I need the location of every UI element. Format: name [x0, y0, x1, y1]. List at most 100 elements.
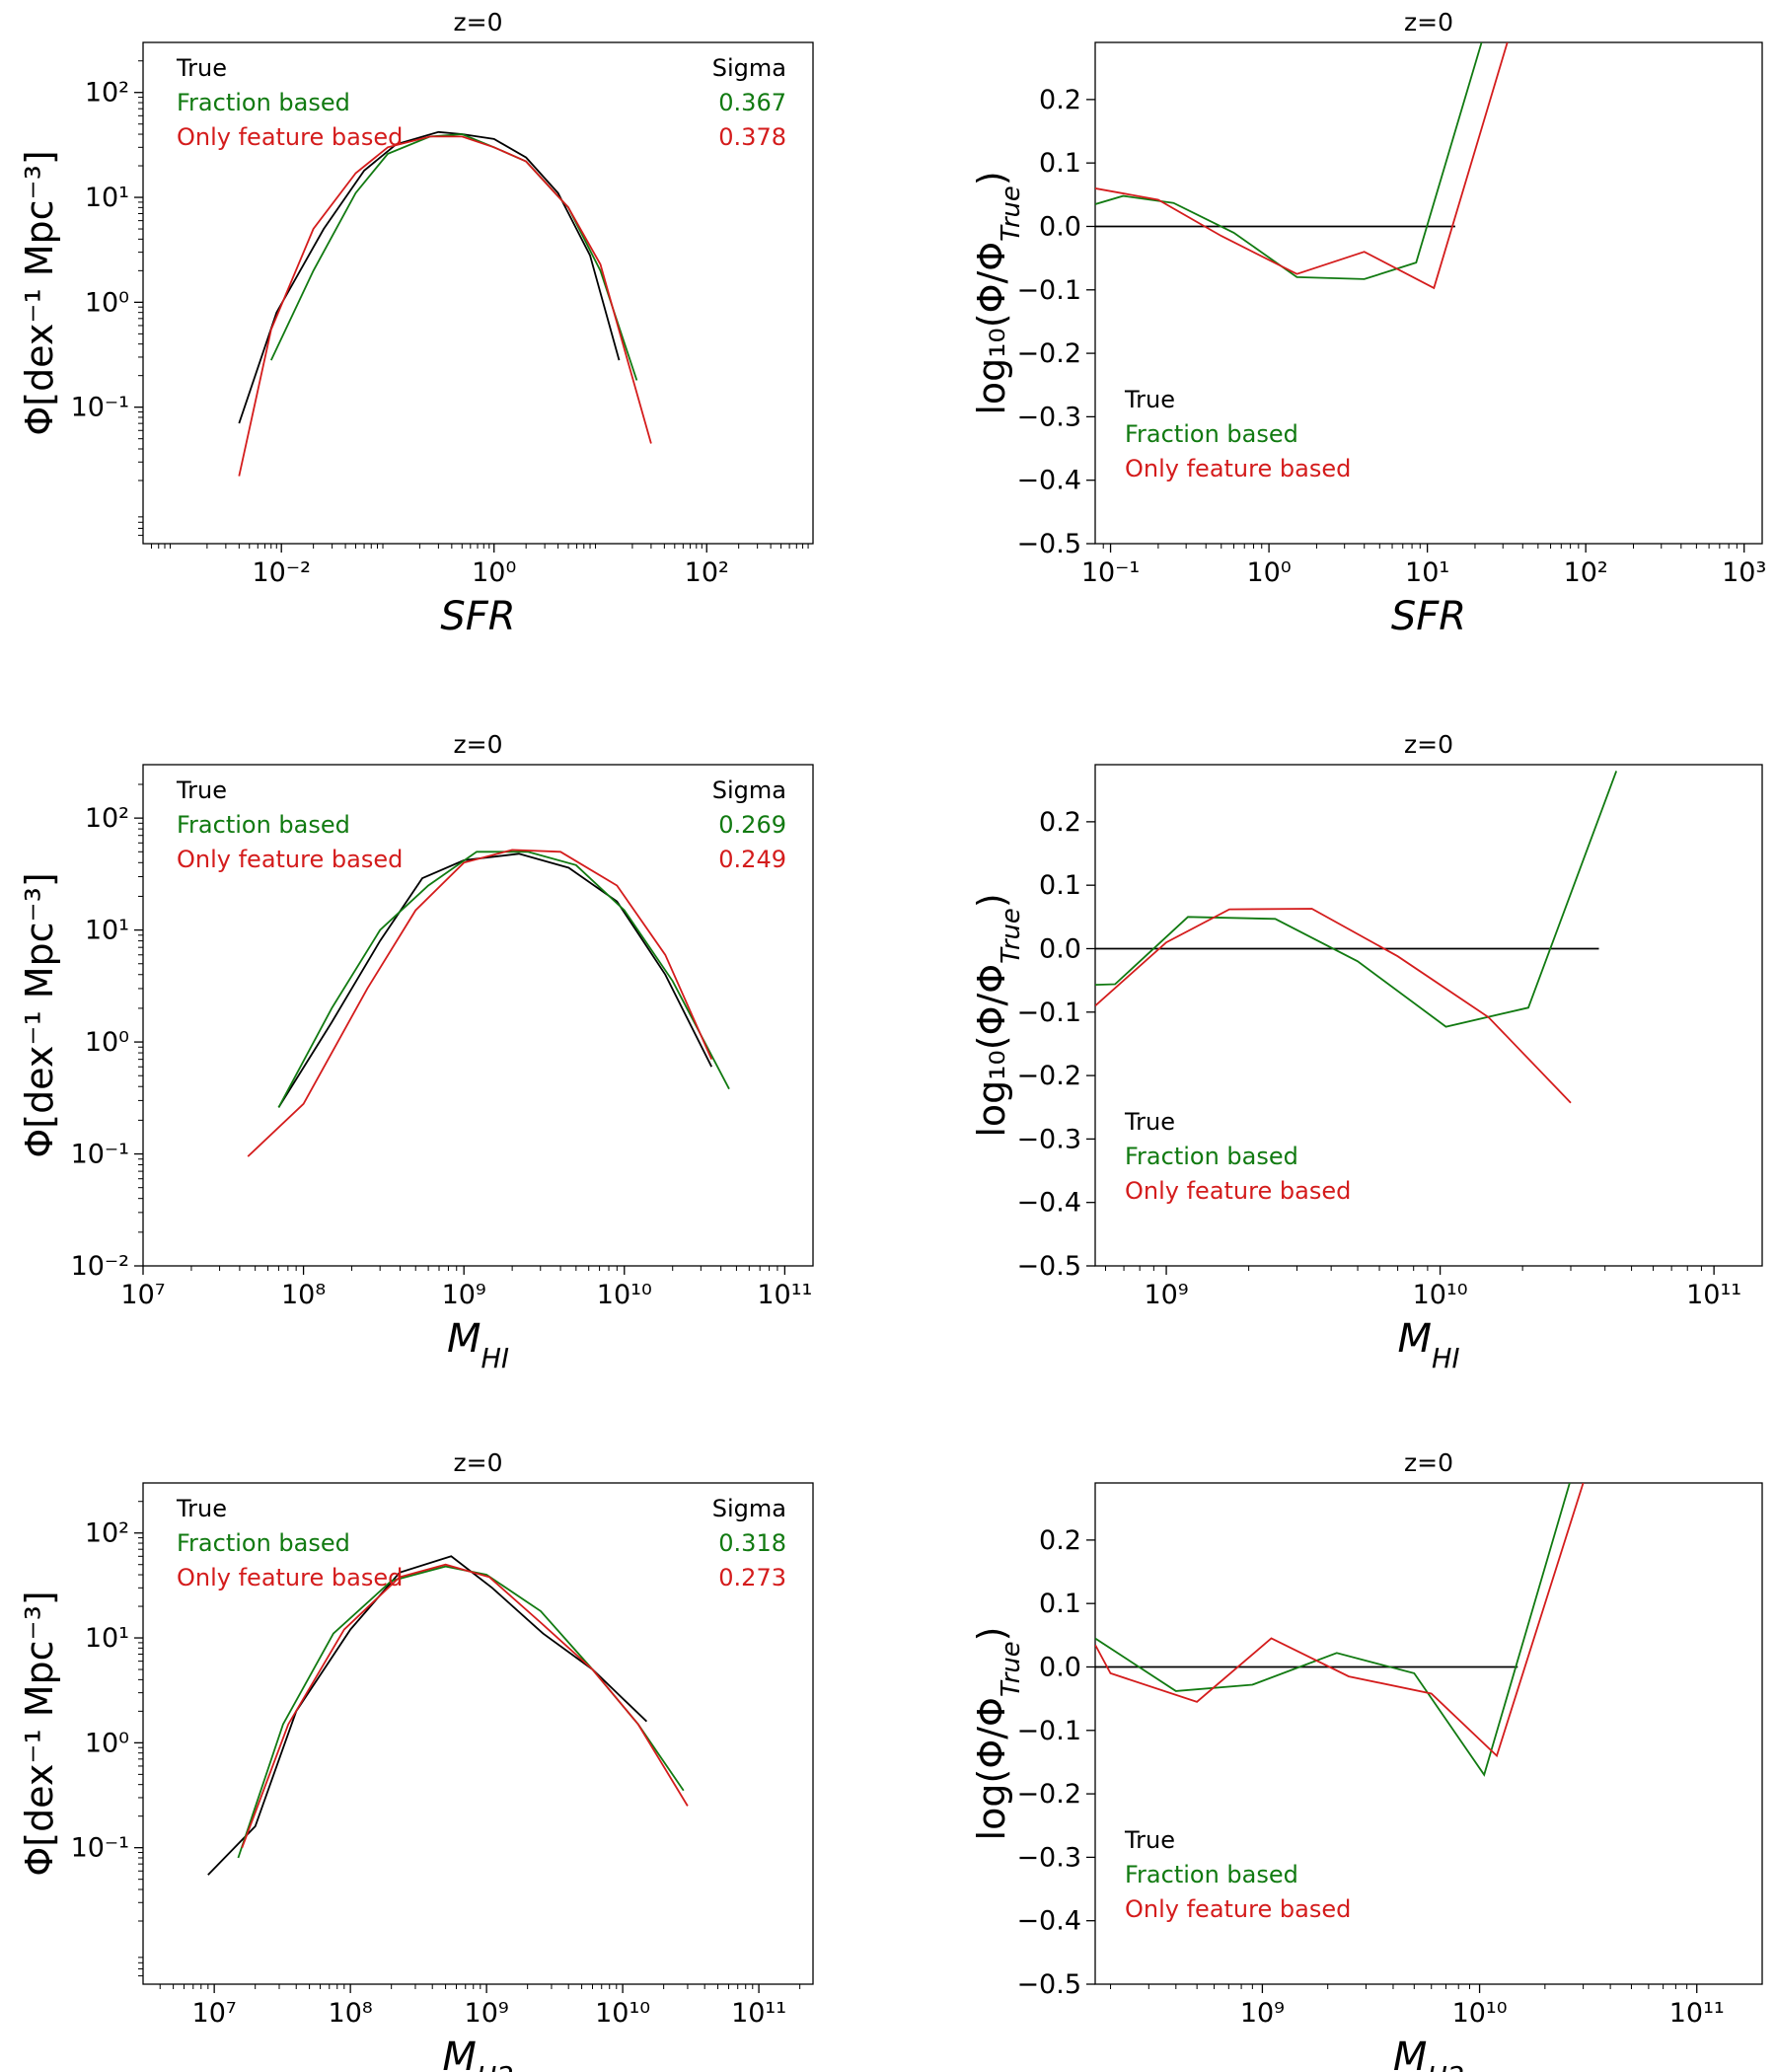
y-tick-label: 10² [85, 803, 129, 834]
y-tick-label: 10² [85, 1518, 129, 1549]
x-axis-label: MHI [447, 1316, 509, 1374]
y-tick-label: −0.4 [1016, 1188, 1081, 1219]
legend-entry: True [176, 777, 227, 804]
y-tick-label: −0.3 [1016, 402, 1081, 432]
x-tick-label: 10⁰ [472, 557, 516, 588]
y-tick-label: 10⁻¹ [71, 393, 129, 423]
y-tick-label: 0.2 [1039, 85, 1081, 115]
legend-entry: Fraction based [177, 1529, 350, 1557]
y-tick-label: 10² [85, 78, 129, 109]
axes-frame [143, 765, 813, 1266]
y-tick-label: −0.4 [1016, 466, 1081, 496]
y-axis-label: Φ[dex⁻¹ Mpc⁻³] [18, 150, 61, 435]
y-tick-label: −0.4 [1016, 1906, 1081, 1937]
x-tick-label: 10² [685, 557, 729, 588]
x-tick-label: 10¹⁰ [1452, 1998, 1508, 2029]
legend-entry: True [176, 54, 227, 82]
legend-entry: Fraction based [1125, 1861, 1298, 1888]
panel-h2-mass-function: z=010⁷10⁸10⁹10¹⁰10¹¹10⁻¹10⁰10¹10²MH2Φ[de… [18, 1448, 813, 2072]
panel-sfr-function: z=0 10⁻² 10⁰ 10² 10⁻¹ 10⁰ 10¹ 10² SFR Φ[dex⁻¹ Mpc… [18, 8, 813, 639]
y-tick-label: 0.1 [1039, 870, 1081, 901]
legend-entry: True [1124, 1108, 1175, 1136]
x-tick-label: 10¹¹ [757, 1280, 812, 1310]
series-line-true [239, 132, 619, 423]
x-tick-label: 10¹⁰ [1413, 1280, 1468, 1310]
x-axis-label: SFR [1391, 594, 1466, 639]
y-tick-label: 10⁻² [71, 1251, 129, 1282]
x-tick-label: 10⁸ [281, 1280, 326, 1310]
legend-entry: Only feature based [177, 123, 403, 151]
x-tick-label: 10⁹ [465, 1998, 509, 2029]
series-line-fraction [1095, 1483, 1570, 1775]
y-tick-label: −0.1 [1016, 998, 1081, 1028]
y-tick-label: 10⁰ [85, 287, 129, 318]
x-tick-label: 10⁻¹ [1081, 557, 1140, 588]
y-tick-label: −0.2 [1016, 1061, 1081, 1091]
y-axis-label: Φ[dex⁻¹ Mpc⁻³] [18, 1591, 61, 1876]
figure: z=0 10⁻² 10⁰ 10² 10⁻¹ 10⁰ 10¹ 10² SFR Φ[dex⁻¹ Mpc… [0, 0, 1776, 2072]
y-tick-label: 0.0 [1039, 211, 1081, 242]
x-tick-label: 10⁹ [1144, 1280, 1188, 1310]
sigma-value: 0.367 [718, 89, 786, 116]
series-line-fraction [1095, 42, 1482, 279]
legend-entry: Fraction based [177, 811, 350, 839]
y-tick-label: 0.1 [1039, 1589, 1081, 1619]
y-axis-label: Φ[dex⁻¹ Mpc⁻³] [18, 872, 61, 1157]
panel-sfr-ratio: z=010⁻¹ 10⁰ 10¹ 10² 10³0.20.10.0−0.1−0.2−0.3… [970, 8, 1766, 639]
legend-entry: True [1124, 386, 1175, 413]
x-tick-label: 10¹¹ [731, 1998, 786, 2029]
sigma-value: 0.378 [718, 123, 786, 151]
legend-entry: Fraction based [1125, 420, 1298, 448]
y-tick-label: −0.1 [1016, 1716, 1081, 1746]
sigma-value: 0.249 [718, 846, 786, 873]
y-tick-label: 10⁻¹ [71, 1833, 129, 1864]
y-tick-label: −0.1 [1016, 275, 1081, 306]
x-axis-label: MHI [1398, 1316, 1460, 1374]
series-line-fraction [271, 134, 637, 381]
y-tick-label: −0.3 [1016, 1842, 1081, 1873]
y-tick-label: −0.3 [1016, 1124, 1081, 1154]
sigma-header: Sigma [712, 1495, 786, 1522]
axes-frame [143, 1483, 813, 1984]
y-tick-label: 10¹ [85, 916, 129, 946]
series-line-true [278, 853, 711, 1107]
x-tick-label: 10⁹ [442, 1280, 486, 1310]
series-line-feature [1095, 1483, 1584, 1756]
y-tick-label: −0.5 [1016, 1969, 1081, 2000]
x-tick-label: 10¹¹ [1669, 1998, 1725, 2029]
y-tick-label: −0.2 [1016, 1779, 1081, 1810]
y-tick-label: 10¹ [85, 183, 129, 213]
x-tick-label: 10³ [1722, 557, 1766, 588]
x-tick-label: 10¹⁰ [595, 1998, 650, 2029]
x-tick-label: 10⁻² [252, 557, 310, 588]
x-tick-label: 10⁹ [1240, 1998, 1285, 2029]
panel-hi-mass-function: z=010⁷ 10⁸ 10⁹ 10¹⁰ 10¹¹10⁻²10⁻¹10⁰10¹10²MHI… [18, 730, 813, 1374]
sigma-header: Sigma [712, 777, 786, 804]
y-tick-label: 10⁻¹ [71, 1140, 129, 1170]
sigma-value: 0.269 [718, 811, 786, 839]
x-tick-label: 10¹ [1405, 557, 1449, 588]
x-tick-label: 10⁸ [329, 1998, 373, 2029]
series-line-feature [239, 136, 651, 476]
panel-title: z=0 [454, 1448, 503, 1477]
legend-entry: Only feature based [1125, 455, 1351, 482]
y-tick-label: 10¹ [85, 1623, 129, 1654]
panel-title: z=0 [1404, 8, 1453, 37]
y-tick-label: 0.0 [1039, 1652, 1081, 1682]
sigma-header: Sigma [712, 54, 786, 82]
legend-entry: Only feature based [177, 846, 403, 873]
y-tick-label: −0.5 [1016, 529, 1081, 559]
legend-entry: True [1124, 1826, 1175, 1854]
y-tick-label: 0.1 [1039, 148, 1081, 179]
panel-title: z=0 [454, 8, 503, 37]
series-line-fraction [238, 1567, 683, 1858]
y-tick-label: 0.2 [1039, 807, 1081, 838]
y-tick-label: 10⁰ [85, 1027, 129, 1058]
series-line-feature [242, 1565, 688, 1848]
x-axis-label: MH2 [442, 2035, 513, 2072]
panel-h2-ratio: z=0 10⁹ 10¹⁰ 10¹¹ 0.2 0.1 0.0 −0.1 −0.2 −0.3 −0.4 −… [970, 1448, 1762, 2072]
x-tick-label: 10⁰ [1247, 557, 1292, 588]
y-tick-label: 0.0 [1039, 933, 1081, 964]
x-tick-label: 10¹¹ [1686, 1280, 1741, 1310]
legend-entry: Only feature based [1125, 1177, 1351, 1205]
